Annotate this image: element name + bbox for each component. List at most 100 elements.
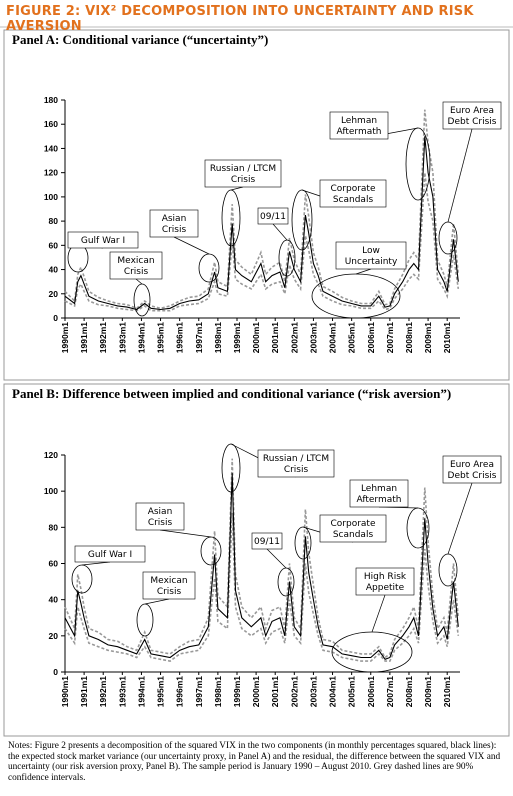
annotation-arrow bbox=[266, 548, 287, 569]
annotation-arrow bbox=[173, 236, 210, 255]
annotation-box bbox=[329, 111, 389, 140]
annotation-box bbox=[319, 514, 387, 543]
x-tick-label: 1992m1 bbox=[98, 676, 108, 707]
x-tick-label: 2007m1 bbox=[385, 322, 395, 353]
annotation-text: 09/11 bbox=[260, 212, 286, 222]
x-tick-label: 2004m1 bbox=[328, 322, 338, 353]
annotation-ellipse bbox=[136, 603, 154, 637]
annotation-ellipse bbox=[200, 536, 222, 566]
annotation-arrow bbox=[230, 186, 244, 191]
x-tick-label: 1990m1 bbox=[60, 676, 70, 707]
x-tick-label: 1995m1 bbox=[156, 676, 166, 707]
panel-frame bbox=[3, 383, 510, 737]
x-tick-label: 2009m1 bbox=[423, 676, 433, 707]
x-tick-label: 1993m1 bbox=[117, 676, 127, 707]
annotation-box bbox=[204, 159, 282, 188]
annotation-box bbox=[257, 449, 335, 478]
x-tick-label: 2010m1 bbox=[442, 322, 452, 353]
y-tick-label: 100 bbox=[44, 486, 58, 496]
x-tick-label: 1994m1 bbox=[136, 676, 146, 707]
annotation-text: Euro Area bbox=[450, 106, 494, 116]
annotation-text: Russian / LTCM bbox=[210, 164, 276, 174]
y-tick-label: 80 bbox=[49, 216, 59, 226]
panel-frame bbox=[3, 29, 510, 381]
annotation-ellipse bbox=[331, 631, 413, 673]
annotation-ellipse bbox=[291, 189, 313, 251]
annotation-text: Debt Crisis bbox=[448, 471, 497, 481]
figure-title: FIGURE 2: VIX² DECOMPOSITION INTO UNCERT… bbox=[6, 4, 474, 34]
y-tick-label: 40 bbox=[49, 595, 59, 605]
y-tick-label: 120 bbox=[44, 168, 58, 178]
x-tick-label: 2002m1 bbox=[289, 322, 299, 353]
x-tick-label: 1998m1 bbox=[213, 676, 223, 707]
y-tick-label: 160 bbox=[44, 119, 58, 129]
annotation-text: Aftermath bbox=[337, 127, 382, 137]
x-tick-label: 1998m1 bbox=[213, 322, 223, 353]
annotation-text: Crisis bbox=[284, 465, 309, 475]
annotation-ellipse bbox=[438, 553, 458, 587]
annotation-box bbox=[135, 502, 185, 531]
x-tick-label: 1997m1 bbox=[194, 676, 204, 707]
annotation-text: Scandals bbox=[333, 195, 374, 205]
x-tick-label: 1999m1 bbox=[232, 676, 242, 707]
x-tick-label: 1996m1 bbox=[175, 322, 185, 353]
annotation-ellipse bbox=[277, 567, 295, 597]
x-tick-label: 2003m1 bbox=[308, 676, 318, 707]
annotation-box bbox=[442, 101, 502, 130]
y-tick-label: 120 bbox=[44, 450, 58, 460]
annotation-ellipse bbox=[438, 221, 458, 255]
annotation-box bbox=[251, 532, 283, 550]
annotation-box bbox=[109, 251, 163, 280]
annotation-box bbox=[355, 567, 415, 596]
annotation-text: Appetite bbox=[366, 583, 405, 593]
x-tick-label: 2006m1 bbox=[366, 322, 376, 353]
x-tick-label: 2000m1 bbox=[251, 676, 261, 707]
annotation-arrow bbox=[355, 268, 372, 275]
x-tick-label: 1992m1 bbox=[98, 322, 108, 353]
x-tick-label: 1991m1 bbox=[79, 676, 89, 707]
annotation-box bbox=[149, 209, 199, 238]
panel-title: Panel B: Difference between implied and … bbox=[12, 386, 451, 401]
x-tick-label: 2001m1 bbox=[270, 322, 280, 353]
annotation-text: Gulf War I bbox=[81, 236, 125, 246]
annotation-arrow bbox=[272, 223, 288, 241]
annotation-text: Corporate bbox=[331, 184, 376, 194]
annotation-arrow bbox=[447, 482, 473, 555]
annotation-text: Uncertainty bbox=[345, 257, 398, 267]
confidence-band bbox=[64, 512, 460, 662]
annotation-text: Lehman bbox=[361, 484, 397, 494]
annotation-text: Mexican bbox=[117, 256, 154, 266]
y-tick-label: 20 bbox=[49, 289, 59, 299]
x-tick-label: 2008m1 bbox=[404, 322, 414, 353]
notes: Notes: Figure 2 presents a decomposition… bbox=[8, 741, 501, 783]
annotation-box bbox=[442, 455, 502, 484]
y-tick-label: 100 bbox=[44, 192, 58, 202]
y-tick-label: 60 bbox=[49, 240, 59, 250]
annotation-box bbox=[335, 241, 407, 270]
annotation-text: Crisis bbox=[124, 267, 149, 277]
y-tick-label: 40 bbox=[49, 265, 59, 275]
x-tick-label: 2005m1 bbox=[347, 322, 357, 353]
annotation-ellipse bbox=[406, 507, 430, 549]
confidence-band bbox=[64, 172, 460, 312]
x-tick-label: 2002m1 bbox=[289, 676, 299, 707]
annotation-text: Low bbox=[362, 246, 380, 256]
x-tick-label: 1999m1 bbox=[232, 322, 242, 353]
annotation-ellipse bbox=[278, 239, 296, 277]
annotation-box bbox=[319, 179, 387, 208]
annotation-text: Scandals bbox=[333, 530, 374, 540]
annotation-text: Aftermath bbox=[357, 495, 402, 505]
annotation-arrow bbox=[447, 128, 473, 223]
x-tick-label: 1997m1 bbox=[194, 322, 204, 353]
y-tick-label: 60 bbox=[49, 559, 59, 569]
annotation-ellipse bbox=[221, 189, 241, 247]
x-tick-label: 2003m1 bbox=[308, 322, 318, 353]
x-tick-label: 2009m1 bbox=[423, 322, 433, 353]
y-tick-label: 0 bbox=[53, 313, 58, 323]
x-tick-label: 2001m1 bbox=[270, 676, 280, 707]
annotation-ellipse bbox=[294, 526, 312, 560]
x-tick-label: 2005m1 bbox=[347, 676, 357, 707]
annotation-text: High Risk bbox=[364, 572, 407, 582]
